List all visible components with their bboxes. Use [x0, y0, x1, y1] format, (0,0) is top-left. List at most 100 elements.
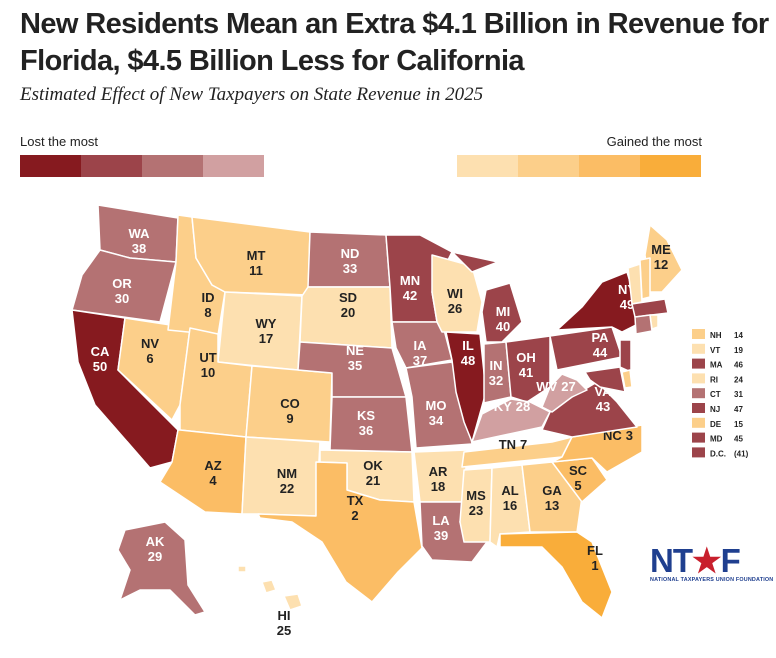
state-label-tx: TX 2 — [347, 493, 364, 523]
state-label-co: CO 9 — [280, 396, 300, 426]
state-label-mi: MI 40 — [496, 304, 510, 334]
state-value: 8 — [204, 305, 211, 320]
state-value: 25 — [277, 623, 291, 638]
small-state-swatch — [692, 432, 705, 443]
state-value: 18 — [431, 479, 445, 494]
state-label-nd: ND 33 — [341, 246, 360, 276]
state-value: 44 — [593, 345, 608, 360]
state-il — [445, 331, 487, 443]
legend-gained-scale — [457, 155, 701, 177]
state-label-ca: CA 50 — [91, 344, 110, 374]
small-state-value: 15 — [734, 420, 743, 429]
state-label-mt: MT 11 — [247, 248, 266, 278]
state-abbr: MI — [496, 304, 510, 319]
state-value: 43 — [596, 399, 610, 414]
state-abbr: HI — [278, 608, 291, 623]
state-value: 50 — [93, 359, 107, 374]
state-abbr: FL — [587, 543, 603, 558]
state-abbr: GA — [542, 483, 562, 498]
state-label-or: OR 30 — [112, 276, 132, 306]
small-state-swatch — [692, 329, 705, 339]
state-value: 2 — [351, 508, 358, 523]
small-state-abbr: RI — [710, 375, 718, 384]
state-label-in: IN 32 — [489, 358, 503, 388]
state-hi — [261, 579, 277, 594]
state-value: 23 — [469, 503, 483, 518]
small-state-abbr: CT — [710, 390, 721, 399]
state-abbr: TN — [499, 437, 516, 452]
state-md — [584, 366, 626, 393]
small-state-abbr: D.C. — [710, 449, 726, 458]
state-value: 28 — [516, 399, 530, 414]
state-label-il: IL 48 — [461, 338, 475, 368]
state-label-wi: WI 26 — [447, 286, 463, 316]
state-value: 17 — [259, 331, 273, 346]
state-value: 33 — [343, 261, 357, 276]
state-label-az: AZ 4 — [204, 458, 221, 488]
state-value: 12 — [654, 257, 668, 272]
state-label-nv: NV 6 — [141, 336, 159, 366]
state-value: 20 — [341, 305, 355, 320]
state-abbr: IA — [414, 338, 428, 353]
small-state-abbr: NH — [710, 331, 722, 340]
small-state-swatch — [692, 447, 705, 458]
state-label-la: LA 39 — [432, 513, 450, 543]
state-abbr: LA — [432, 513, 450, 528]
state-value: 27 — [561, 379, 575, 394]
state-label-pa: PA 44 — [591, 330, 609, 360]
small-state-value: 31 — [734, 390, 743, 399]
legend-swatch — [142, 155, 203, 177]
state-value: 30 — [115, 291, 129, 306]
small-state-abbr: NJ — [710, 405, 720, 414]
state-value: 16 — [503, 498, 517, 513]
state-value: 1 — [591, 558, 598, 573]
state-me — [644, 224, 683, 293]
small-state-swatch — [692, 343, 705, 354]
legend-swatch — [203, 155, 264, 177]
state-wv — [541, 373, 588, 413]
state-value: 48 — [461, 353, 475, 368]
state-oh — [505, 335, 551, 403]
state-value: 35 — [348, 358, 362, 373]
state-abbr: ID — [202, 290, 215, 305]
state-value: 36 — [359, 423, 373, 438]
state-label-ut: UT 10 — [199, 350, 216, 380]
state-abbr: AK — [146, 534, 165, 549]
state-abbr: KS — [357, 408, 375, 423]
state-abbr: MN — [400, 273, 420, 288]
state-abbr: CA — [91, 344, 110, 359]
state-label-id: ID 8 — [202, 290, 215, 320]
small-state-value: 19 — [734, 346, 743, 355]
legend-swatch — [518, 155, 579, 177]
state-abbr: WA — [129, 226, 151, 241]
small-state-value: 45 — [734, 435, 743, 444]
state-ky — [471, 398, 551, 443]
state-label-me: ME 12 — [651, 242, 671, 272]
state-abbr: WI — [447, 286, 463, 301]
state-value: 41 — [519, 365, 533, 380]
page-title: New Residents Mean an Extra $4.1 Billion… — [20, 8, 769, 77]
state-value: 29 — [148, 549, 162, 564]
ntuf-logo: NT★F NATIONAL TAXPAYERS UNION FOUNDATION — [650, 542, 774, 583]
state-value: 32 — [489, 373, 503, 388]
legend-swatch — [81, 155, 142, 177]
legend-lost-label: Lost the most — [20, 134, 99, 149]
state-value: 9 — [286, 411, 293, 426]
state-abbr: SC — [569, 463, 588, 478]
small-state-swatch — [692, 373, 705, 384]
state-label-sd: SD 20 — [339, 290, 357, 320]
small-state-value: 46 — [734, 361, 743, 370]
small-state-abbr: VT — [710, 346, 720, 355]
state-label-nm: NM 22 — [277, 466, 297, 496]
small-state-abbr: DE — [710, 420, 722, 429]
state-tx — [257, 461, 423, 603]
state-value: 40 — [496, 319, 510, 334]
state-label-fl: FL 1 — [587, 543, 603, 573]
state-abbr: AL — [501, 483, 518, 498]
state-value: 22 — [280, 481, 294, 496]
state-hi — [237, 565, 247, 573]
state-label-ok: OK 21 — [363, 458, 383, 488]
state-label-ar: AR 18 — [429, 464, 448, 494]
state-label-ms: MS 23 — [466, 488, 486, 518]
